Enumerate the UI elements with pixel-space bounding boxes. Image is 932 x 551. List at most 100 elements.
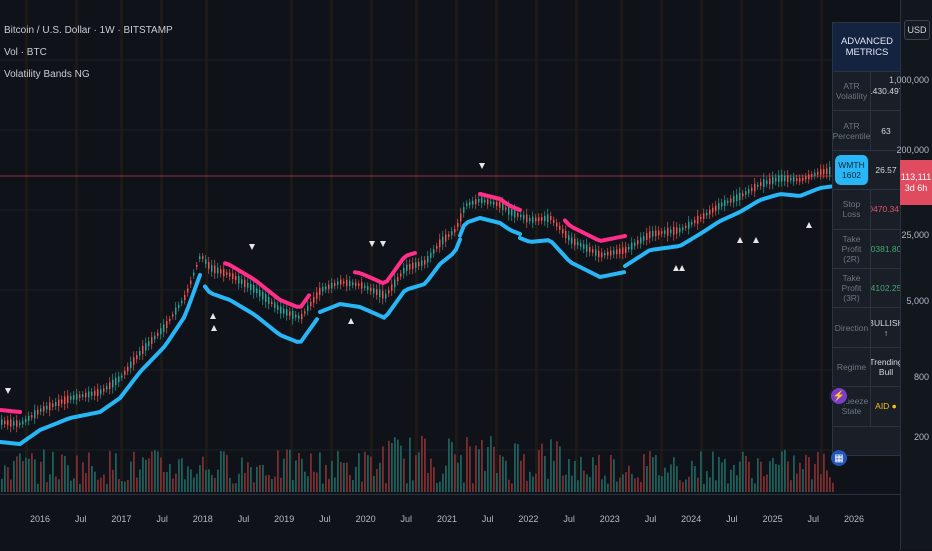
candle-body — [76, 393, 78, 400]
candle-body — [766, 180, 768, 184]
volume-bar — [46, 481, 48, 492]
volume-bar — [454, 454, 456, 492]
candle-body — [331, 282, 333, 289]
volume-bar — [430, 458, 432, 492]
candle-body — [106, 386, 108, 390]
candle-body — [781, 174, 783, 182]
candle-body — [199, 256, 201, 259]
candle-body — [262, 291, 264, 300]
candle-body — [517, 212, 519, 217]
currency-button[interactable]: USD — [904, 20, 930, 40]
metric-label: WMTH 1602 — [835, 154, 869, 186]
volume-bar — [574, 460, 576, 492]
time-tick-label: 2022 — [518, 514, 539, 524]
price-tick-label: 25,000 — [901, 230, 929, 240]
bar-countdown: 3d 6h — [904, 182, 928, 193]
volume-bar — [493, 446, 495, 492]
candle-body — [79, 394, 81, 398]
candle-body — [664, 230, 666, 234]
candle-body — [124, 370, 126, 375]
volume-bar — [268, 475, 270, 492]
volume-bar — [433, 466, 435, 492]
candle-body — [466, 203, 468, 206]
volume-bar — [31, 453, 33, 492]
candle-body — [820, 169, 822, 175]
candle-body — [571, 237, 573, 244]
volume-bar — [49, 474, 51, 492]
candle-body — [649, 231, 651, 239]
volume-bar — [538, 450, 540, 492]
volume-bar — [436, 482, 438, 492]
candle-body — [553, 219, 555, 223]
candle-body — [640, 237, 642, 244]
candle-body — [742, 193, 744, 197]
volume-bar — [70, 480, 72, 492]
indicator-legend[interactable]: Volatility Bands NG — [4, 69, 90, 80]
candle-body — [178, 305, 180, 308]
candle-body — [235, 275, 237, 281]
candle-body — [55, 402, 57, 406]
candle-body — [826, 168, 828, 175]
candle-body — [616, 249, 618, 255]
candle-body — [4, 420, 6, 425]
price-chart[interactable] — [0, 0, 900, 550]
volume-bar — [658, 475, 660, 492]
volume-bar — [148, 458, 150, 492]
candle-body — [25, 419, 27, 422]
candle-body — [340, 279, 342, 285]
flag-icon[interactable]: ▦ — [831, 450, 847, 466]
candle-body — [568, 235, 570, 241]
volume-bar — [778, 464, 780, 492]
volume-bar — [604, 475, 606, 492]
candle-body — [604, 252, 606, 256]
volume-bar — [277, 450, 279, 492]
metric-label: Stop Loss — [833, 190, 871, 229]
candle-body — [16, 420, 18, 427]
volume-bar — [685, 479, 687, 492]
volume-bar — [205, 469, 207, 492]
metrics-row: Stop Loss80470.3473 — [833, 190, 901, 230]
volume-bar — [568, 459, 570, 492]
candle-body — [520, 214, 522, 218]
volume-bar — [619, 477, 621, 492]
volume-bar — [280, 477, 282, 492]
candle-body — [673, 227, 675, 235]
volume-bar — [802, 469, 804, 492]
volume-bar — [511, 483, 513, 492]
volume-bar — [700, 451, 702, 492]
volume-bar — [211, 475, 213, 492]
volume-bar — [460, 454, 462, 492]
candle-body — [448, 234, 450, 237]
volume-bar — [241, 457, 243, 492]
candle-body — [529, 218, 531, 222]
candle-body — [103, 388, 105, 392]
candle-body — [796, 178, 798, 182]
time-axis[interactable] — [0, 494, 900, 551]
candle-body — [460, 213, 462, 222]
volume-bar — [709, 477, 711, 492]
bull-band — [0, 273, 202, 447]
volume-legend[interactable]: Vol · BTC — [4, 47, 47, 58]
candle-body — [316, 292, 318, 299]
volume-bar — [517, 443, 519, 492]
volume-bar — [340, 462, 342, 492]
candle-body — [691, 222, 693, 225]
volume-bar — [610, 455, 612, 492]
symbol-legend[interactable]: Bitcoin / U.S. Dollar · 1W · BITSTAMP — [4, 25, 173, 36]
volume-bar — [772, 457, 774, 492]
volume-bar — [775, 463, 777, 492]
price-scale[interactable]: 1,000,000 200,000 25,000 5,000 800 200 — [889, 0, 932, 550]
volume-bar — [229, 477, 231, 492]
candle-body — [463, 207, 465, 213]
candle-body — [421, 260, 423, 266]
lightning-icon[interactable]: ⚡ — [831, 388, 847, 404]
candle-body — [700, 216, 702, 220]
volume-bar — [442, 473, 444, 492]
volume-bar — [352, 479, 354, 492]
buy-signal-marker — [737, 237, 743, 243]
volume-bar — [286, 449, 288, 492]
volume-bar — [304, 471, 306, 492]
session-stripe — [75, 0, 78, 492]
candle-body — [85, 392, 87, 398]
